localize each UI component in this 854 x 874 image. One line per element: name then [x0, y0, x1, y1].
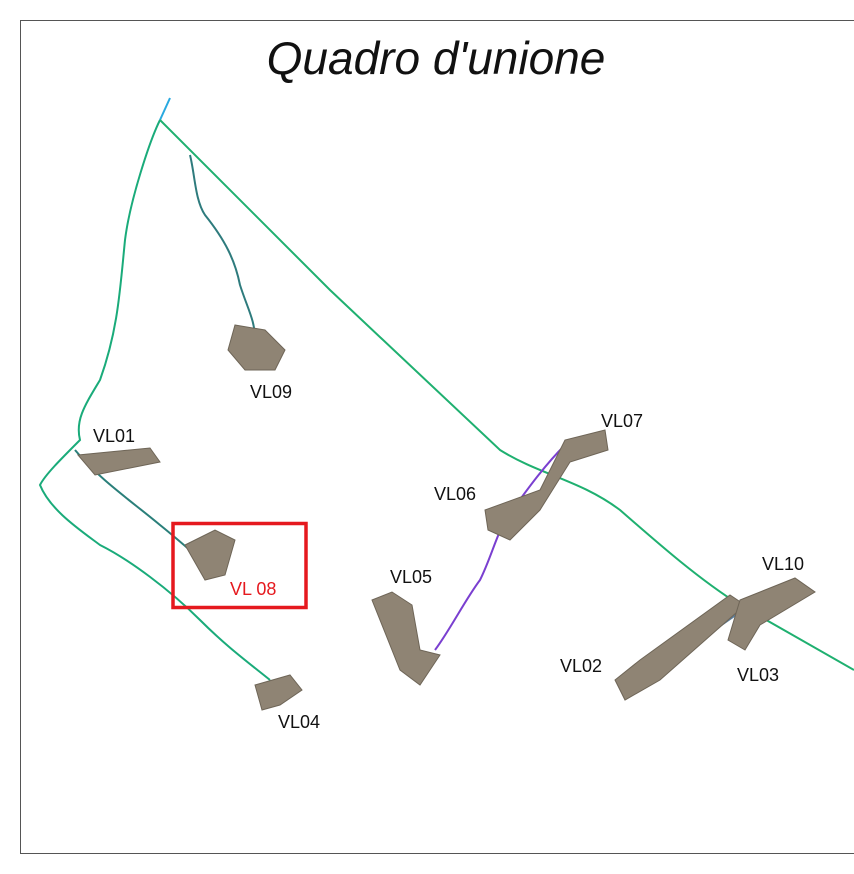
sites — [76, 324, 816, 711]
site-vl05 — [371, 591, 441, 686]
site-label: VL01 — [93, 426, 135, 446]
site-vl08 — [184, 529, 236, 581]
site-label: VL06 — [434, 484, 476, 504]
site-label: VL 08 — [230, 579, 276, 599]
site-vl09 — [227, 324, 286, 371]
frame — [20, 20, 854, 854]
site-label: VL03 — [737, 665, 779, 685]
site-vl06-vl07 — [484, 429, 609, 541]
site-vl04 — [254, 674, 303, 711]
site-label: VL10 — [762, 554, 804, 574]
site-label: VL05 — [390, 567, 432, 587]
map-title: Quadro d'unione — [267, 32, 606, 84]
site-vl02 — [614, 594, 746, 701]
site-label: VL02 — [560, 656, 602, 676]
highlight-box — [171, 521, 308, 610]
site-vl10-vl03 — [727, 577, 816, 651]
site-label: VL04 — [278, 712, 320, 732]
site-label: VL09 — [250, 382, 292, 402]
site-vl01 — [76, 447, 161, 476]
site-label: VL07 — [601, 411, 643, 431]
